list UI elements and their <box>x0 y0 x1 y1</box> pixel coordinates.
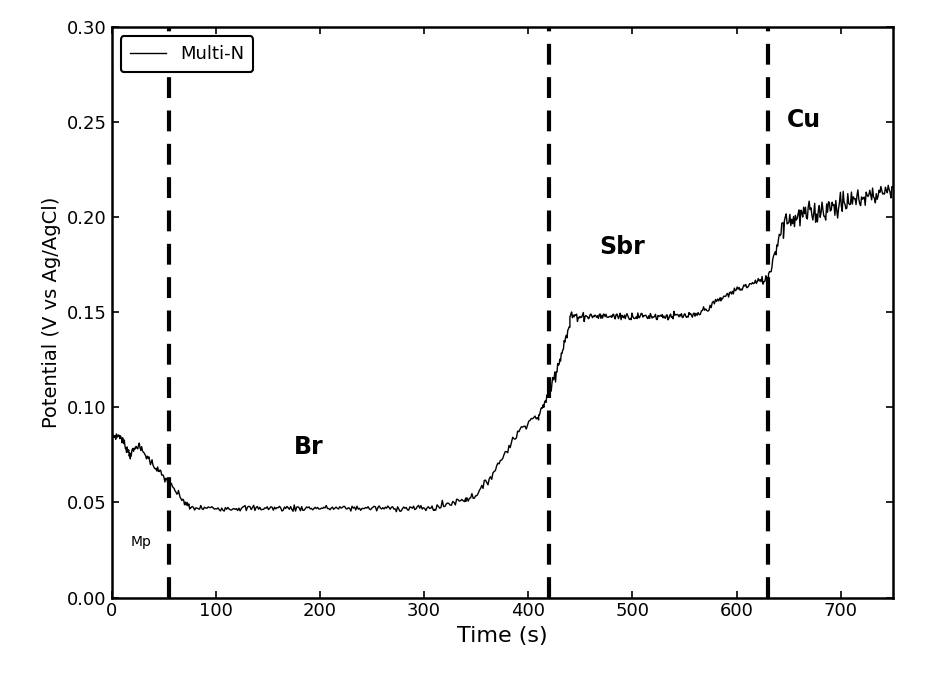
Line: Multi-N: Multi-N <box>112 185 893 512</box>
Multi-N <box>620 312 631 320</box>
Y-axis label: Potential (V vs Ag/AgCl): Potential (V vs Ag/AgCl) <box>42 197 61 428</box>
Text: Sbr: Sbr <box>599 235 644 259</box>
X-axis label: Time (s): Time (s) <box>457 626 548 646</box>
Multi-N <box>887 183 898 191</box>
Multi-N <box>156 471 167 479</box>
Multi-N <box>883 181 894 189</box>
Text: Br: Br <box>294 435 324 459</box>
Multi-N <box>815 213 826 221</box>
Multi-N <box>141 452 153 460</box>
Text: Mp: Mp <box>130 535 152 549</box>
Text: Cu: Cu <box>787 108 820 132</box>
Multi-N <box>405 502 416 511</box>
Legend: Multi-N: Multi-N <box>121 36 253 72</box>
Multi-N <box>106 428 117 437</box>
Multi-N <box>391 508 402 516</box>
Multi-N <box>326 504 337 512</box>
